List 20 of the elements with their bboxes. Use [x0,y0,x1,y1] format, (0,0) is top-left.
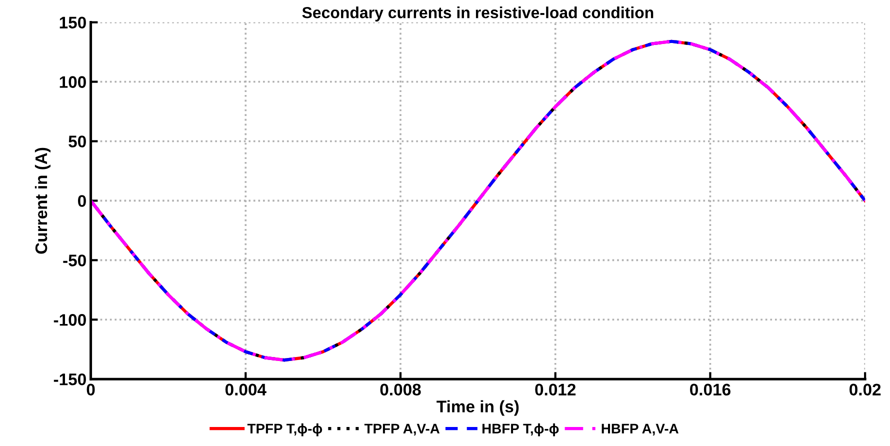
x-tick-label: 0.016 [690,384,730,396]
y-tick-label: -100 [54,314,86,326]
y-tick-label: 0 [78,195,86,207]
x-tick-label: 0.008 [380,384,421,396]
y-tick-label: 50 [68,136,86,148]
legend-label: TPFP A,V-A [364,424,440,436]
x-axis-title: Time in (s) [436,400,519,416]
y-axis-title: Current in (A) [34,148,50,254]
y-tick-label: 100 [60,76,86,88]
y-tick-label: -150 [54,374,86,386]
legend-label: TPFP T,ϕ-ϕ [247,423,322,436]
legend-label: HBFP T,ϕ-ϕ [482,423,559,436]
x-tick-label: 0 [86,384,95,396]
x-tick-label: 0.02 [850,384,881,396]
legend-label: HBFP A,V-A [602,424,678,436]
chart-title: Secondary currents in resistive-load condition [302,6,654,22]
y-tick-label: 150 [60,16,86,29]
x-tick-label: 0.012 [535,384,576,396]
x-tick-label: 0.004 [225,384,266,396]
y-tick-label: -50 [63,254,86,266]
